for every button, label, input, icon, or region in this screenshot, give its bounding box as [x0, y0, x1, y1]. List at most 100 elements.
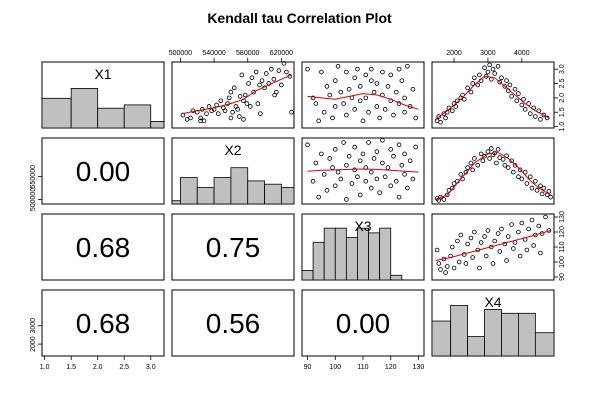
scatter-point-x4-x2	[539, 191, 545, 197]
scatter-point-x3-x1	[352, 107, 357, 112]
histogram-bar-x1	[97, 107, 125, 129]
smooth-curve-x4-x2	[435, 152, 551, 200]
scatter-point-x4-x1	[499, 75, 504, 81]
scatter-point-x4-x3	[451, 265, 457, 271]
scatter-point-x4-x2	[482, 153, 487, 159]
scatter-point-x4-x1	[509, 94, 514, 99]
scatter-point-x4-x1	[495, 64, 501, 69]
left-tick-label: 3000	[30, 318, 37, 334]
scatter-point-x4-x1	[436, 114, 442, 119]
scatter-point-x4-x2	[538, 183, 543, 189]
scatter-point-x2-x1	[263, 71, 269, 76]
panel-frame-2-4	[431, 137, 555, 205]
right-tick-label: 130	[559, 211, 566, 223]
right-tick-label: 1.0	[559, 122, 566, 132]
scatter-point-x2-x1	[188, 115, 193, 121]
scatter-point-x4-x2	[463, 169, 469, 175]
scatter-point-x3-x1	[355, 66, 360, 72]
scatter-point-x3-x1	[332, 104, 338, 109]
scatter-point-x4-x2	[475, 163, 481, 168]
scatter-point-x3-x2	[402, 172, 407, 177]
scatter-point-x4-x2	[494, 160, 499, 166]
histogram-bar-x2	[196, 187, 215, 205]
scatter-point-x3-x2	[341, 140, 346, 145]
correlation-value-3-2: 0.75	[206, 232, 261, 263]
variable-label-x3: X3	[354, 218, 371, 234]
scatter-point-x4-x2	[465, 165, 470, 170]
panel-frame-4-2	[171, 289, 295, 357]
scatter-point-x4-x3	[517, 253, 523, 259]
scatter-point-x4-x2	[512, 163, 518, 168]
scatter-point-x3-x2	[402, 151, 407, 157]
scatter-point-x2-x1	[198, 115, 203, 121]
scatter-point-x3-x1	[363, 72, 369, 78]
scatter-point-x3-x2	[319, 151, 324, 157]
histogram-bar-x2	[213, 177, 232, 205]
scatter-point-x4-x2	[534, 188, 540, 193]
chart-title: Kendall tau Correlation Plot	[207, 10, 392, 26]
scatter-point-x4-x3	[477, 265, 482, 271]
scatter-point-x3-x2	[344, 163, 349, 168]
histogram-bar-x2	[230, 167, 249, 205]
smooth-curve-x4-x1	[435, 75, 550, 120]
scatter-point-x2-x1	[228, 115, 234, 121]
scatter-point-x3-x1	[380, 69, 385, 75]
scatter-point-x3-x2	[371, 156, 377, 161]
scatter-point-x3-x1	[335, 64, 341, 69]
right-tick-label: 120	[559, 226, 566, 238]
scatter-point-x2-x1	[241, 117, 246, 122]
scatter-point-x4-x2	[495, 147, 501, 152]
scatter-point-x4-x2	[516, 174, 521, 179]
histogram-bar-x2	[247, 180, 265, 205]
bottom-tick-label: 1.5	[66, 364, 76, 371]
scatter-point-x2-x1	[289, 109, 294, 115]
scatter-point-x4-x2	[527, 174, 533, 179]
scatter-point-x4-x1	[514, 98, 520, 104]
scatter-point-x3-x1	[405, 64, 410, 69]
scatter-point-x4-x2	[451, 181, 457, 186]
scatter-point-x4-x3	[519, 220, 525, 226]
scatter-point-x4-x3	[438, 267, 443, 272]
smooth-curve-x2-x1	[182, 74, 292, 115]
scatter-point-x4-x2	[472, 156, 477, 161]
right-tick-label: 90	[559, 273, 566, 281]
scatter-point-x2-x1	[206, 104, 212, 109]
scatter-point-x3-x1	[338, 89, 344, 95]
scatter-point-x2-x1	[239, 72, 245, 78]
scatter-point-x3-x1	[396, 66, 402, 72]
left-tick-label: 550000	[30, 165, 37, 188]
histogram-bar-x3	[368, 232, 381, 281]
scatter-point-x4-x3	[495, 231, 501, 236]
scatter-point-x4-x3	[504, 258, 509, 263]
scatter-point-x3-x1	[357, 98, 363, 104]
scatter-point-x2-x1	[235, 107, 240, 112]
scatter-point-x3-x1	[321, 109, 327, 115]
scatter-point-x4-x2	[529, 185, 535, 191]
scatter-point-x4-x1	[482, 65, 487, 71]
scatter-point-x4-x2	[480, 158, 486, 164]
scatter-point-x2-x1	[272, 92, 277, 98]
correlation-value-4-2: 0.56	[206, 308, 261, 339]
scatter-point-x3-x1	[393, 89, 399, 95]
scatter-point-x3-x2	[396, 142, 402, 148]
scatter-point-x4-x1	[544, 115, 550, 121]
top-tick-label: 540000	[202, 50, 225, 57]
scatter-point-x4-x1	[521, 97, 526, 102]
top-tick-label: 500000	[169, 50, 192, 57]
scatter-point-x4-x3	[434, 247, 440, 253]
scatter-point-x3-x1	[385, 84, 391, 89]
scatter-point-x4-x3	[483, 253, 489, 259]
variable-label-x4: X4	[484, 294, 501, 310]
scatter-point-x4-x2	[468, 160, 474, 166]
scatter-point-x4-x2	[485, 149, 491, 154]
right-tick-label: 1.5	[559, 107, 566, 117]
scatter-point-x4-x1	[490, 66, 496, 72]
scatter-point-x3-x2	[332, 147, 338, 152]
scatter-point-x2-x1	[281, 61, 287, 66]
histogram-bar-x4	[501, 312, 519, 357]
scatter-point-x4-x1	[468, 89, 474, 95]
scatter-point-x3-x1	[330, 115, 335, 121]
smooth-curve-x3-x2	[307, 168, 419, 173]
panel-frame-3-1	[41, 213, 165, 281]
